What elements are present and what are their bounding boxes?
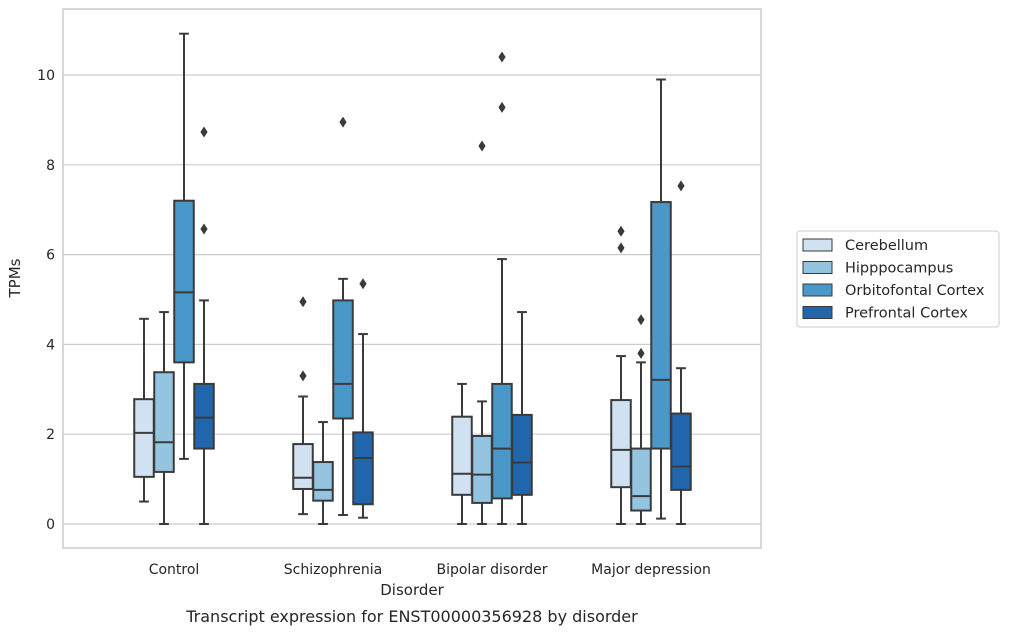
y-tick-label: 6 bbox=[46, 248, 55, 264]
outlier-point bbox=[498, 51, 506, 63]
outlier-point bbox=[498, 101, 506, 113]
y-tick-label: 10 bbox=[37, 68, 55, 84]
plot-frame bbox=[62, 8, 762, 549]
box bbox=[471, 434, 493, 504]
legend-box bbox=[796, 230, 1000, 328]
x-axis-label: Disorder bbox=[380, 581, 444, 599]
legend-label: Cerebellum bbox=[845, 238, 928, 254]
box bbox=[491, 382, 513, 500]
outlier-point bbox=[637, 347, 645, 359]
legend-swatch bbox=[802, 238, 833, 252]
box bbox=[332, 299, 354, 420]
outlier-point bbox=[637, 314, 645, 326]
figure-caption: Transcript expression for ENST0000035692… bbox=[185, 607, 638, 626]
y-tick-label: 8 bbox=[46, 158, 55, 174]
legend-swatch bbox=[802, 306, 833, 319]
outlier-point bbox=[677, 180, 685, 192]
legend: Cerebellum Hipppocampus Orbitofontal Corte… bbox=[796, 230, 1000, 328]
outlier-point bbox=[299, 296, 307, 308]
x-tick-label: Schizophrenia bbox=[284, 562, 382, 578]
box bbox=[173, 199, 195, 364]
box bbox=[193, 382, 215, 450]
box bbox=[292, 443, 314, 490]
x-tick-label: Major depression bbox=[591, 562, 711, 578]
outlier-point bbox=[200, 223, 208, 235]
box bbox=[511, 413, 533, 496]
y-tick-label: 0 bbox=[46, 517, 55, 533]
boxes bbox=[133, 32, 692, 525]
box bbox=[650, 201, 672, 450]
legend-label: Hipppocampus bbox=[845, 261, 953, 277]
legend-label: Orbitofontal Cortex bbox=[845, 283, 985, 299]
outlier-point bbox=[339, 116, 347, 128]
outlier-point bbox=[617, 225, 625, 237]
y-tick-label: 2 bbox=[46, 427, 55, 443]
legend-label: Prefrontal Cortex bbox=[845, 306, 968, 322]
x-tick-label: Bipolar disorder bbox=[436, 562, 547, 578]
outlier-point bbox=[478, 140, 486, 152]
box bbox=[451, 415, 473, 496]
legend-swatch bbox=[802, 261, 833, 274]
outlier-point bbox=[617, 242, 625, 254]
outlier-point bbox=[299, 370, 307, 382]
box bbox=[610, 399, 632, 489]
box bbox=[133, 398, 155, 478]
y-tick-label: 4 bbox=[46, 337, 55, 353]
box bbox=[153, 371, 175, 473]
box bbox=[630, 447, 652, 512]
box bbox=[352, 431, 374, 506]
x-tick-label: Control bbox=[149, 562, 200, 578]
outlier-point bbox=[359, 278, 367, 290]
box bbox=[670, 412, 692, 491]
legend-swatch bbox=[802, 283, 833, 297]
y-axis-label: TPMs bbox=[6, 258, 24, 298]
axes: 0 2 4 6 8 10 Control Schizophrenia Bipolar disor… bbox=[37, 8, 762, 578]
box bbox=[312, 461, 334, 502]
outlier-point bbox=[200, 126, 208, 138]
